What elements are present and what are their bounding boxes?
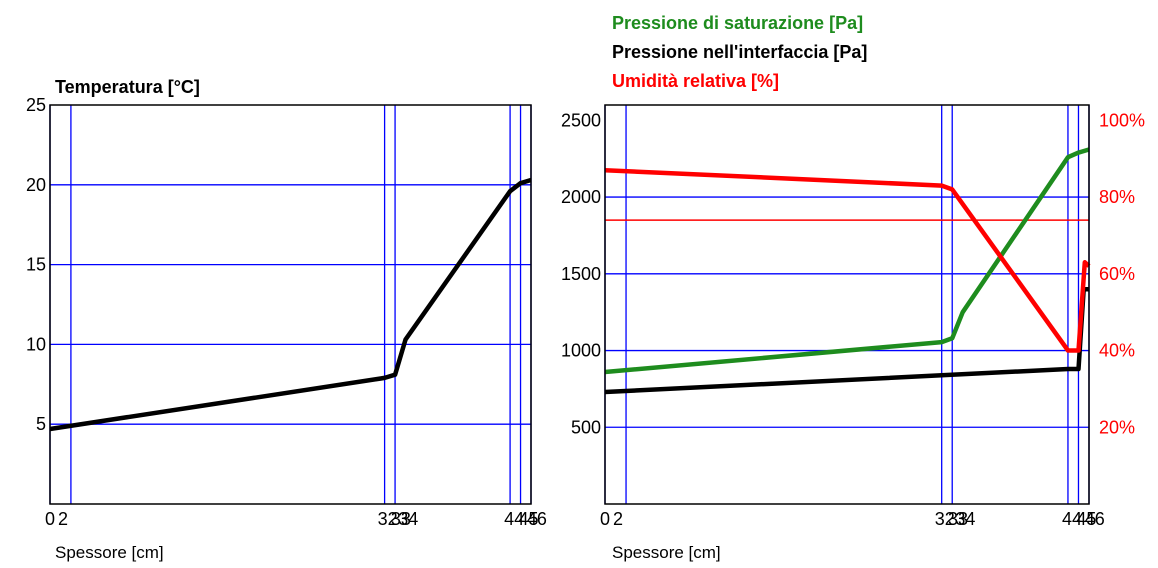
temp-ytick-label-3: 20 bbox=[26, 175, 46, 195]
temp-xtick-label-1: 2 bbox=[58, 509, 68, 529]
temp-ytick-label-2: 15 bbox=[26, 255, 46, 275]
press-ytick-label-4: 2500 bbox=[561, 110, 601, 130]
temp-xtick-label-4: 34 bbox=[398, 509, 418, 529]
press-y2tick-label-4: 100% bbox=[1099, 110, 1145, 130]
press-chart-xlabel: Spessore [cm] bbox=[612, 543, 721, 562]
press-y2tick-label-1: 40% bbox=[1099, 341, 1135, 361]
temp-xtick-label-7: 46 bbox=[527, 509, 547, 529]
temp-ytick-label-1: 10 bbox=[26, 334, 46, 354]
temp-xtick-label-0: 0 bbox=[45, 509, 55, 529]
temp-chart-title: Temperatura [°C] bbox=[55, 77, 200, 97]
press-ytick-label-1: 1000 bbox=[561, 341, 601, 361]
press-xtick-label-0: 0 bbox=[600, 509, 610, 529]
press-ytick-label-0: 500 bbox=[571, 417, 601, 437]
press-xtick-label-4: 34 bbox=[955, 509, 975, 529]
temp-ytick-label-4: 25 bbox=[26, 95, 46, 115]
temp-ytick-label-0: 5 bbox=[36, 414, 46, 434]
press-y2tick-label-2: 60% bbox=[1099, 264, 1135, 284]
press-title-humidity: Umidità relativa [%] bbox=[612, 71, 779, 91]
press-ytick-label-2: 1500 bbox=[561, 264, 601, 284]
temp-series-line-0 bbox=[50, 180, 531, 429]
temp-chart-xlabel: Spessore [cm] bbox=[55, 543, 164, 562]
temp-plot-frame bbox=[50, 105, 531, 504]
press-ytick-label-3: 2000 bbox=[561, 187, 601, 207]
press-title-saturation: Pressione di saturazione [Pa] bbox=[612, 13, 863, 33]
press-y2tick-label-0: 20% bbox=[1099, 417, 1135, 437]
press-plot-frame bbox=[605, 105, 1089, 504]
press-y2tick-label-3: 80% bbox=[1099, 187, 1135, 207]
press-title-interface: Pressione nell'interfaccia [Pa] bbox=[612, 42, 867, 62]
press-series-line-1 bbox=[605, 289, 1089, 392]
press-xtick-label-7: 46 bbox=[1085, 509, 1105, 529]
press-xtick-label-1: 2 bbox=[613, 509, 623, 529]
